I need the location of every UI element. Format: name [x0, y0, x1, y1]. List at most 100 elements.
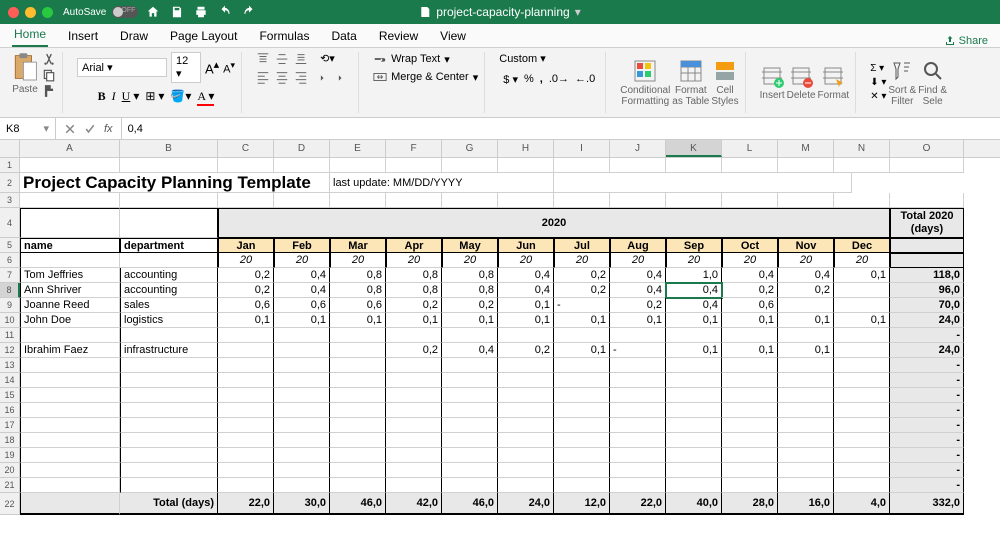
data-cell[interactable] — [218, 343, 274, 358]
tab-draw[interactable]: Draw — [118, 25, 150, 47]
data-cell[interactable]: 0,1 — [218, 313, 274, 328]
autosum-button[interactable]: Σ ▾ — [870, 63, 886, 74]
decrease-decimal-button[interactable]: ←.0 — [575, 73, 595, 86]
col-total-cell[interactable]: 46,0 — [330, 493, 386, 515]
col-header-B[interactable]: B — [120, 140, 218, 157]
data-cell[interactable] — [778, 433, 834, 448]
dept-cell[interactable] — [120, 358, 218, 373]
data-cell[interactable]: 0,4 — [666, 283, 722, 298]
data-cell[interactable]: 0,1 — [722, 313, 778, 328]
month-header[interactable]: May — [442, 238, 498, 253]
cell[interactable] — [218, 193, 274, 208]
data-cell[interactable] — [386, 463, 442, 478]
row-header-6[interactable]: 6 — [0, 253, 20, 268]
cell[interactable] — [20, 208, 120, 238]
row-total-cell[interactable]: - — [890, 463, 964, 478]
col-total-cell[interactable]: 30,0 — [274, 493, 330, 515]
month-header[interactable]: Apr — [386, 238, 442, 253]
data-cell[interactable] — [218, 403, 274, 418]
italic-button[interactable]: I — [112, 89, 116, 106]
cell[interactable] — [442, 193, 498, 208]
row-header-1[interactable]: 1 — [0, 158, 20, 173]
cell[interactable] — [330, 158, 386, 173]
cancel-formula-icon[interactable] — [64, 123, 76, 135]
data-cell[interactable] — [330, 478, 386, 493]
data-cell[interactable] — [274, 418, 330, 433]
cut-icon[interactable] — [42, 52, 56, 66]
decrease-indent-icon[interactable] — [320, 71, 334, 85]
data-cell[interactable] — [274, 403, 330, 418]
data-cell[interactable] — [610, 418, 666, 433]
row-header-21[interactable]: 21 — [0, 478, 20, 493]
data-cell[interactable]: 0,2 — [386, 343, 442, 358]
data-cell[interactable]: 0,2 — [218, 268, 274, 283]
row-header-9[interactable]: 9 — [0, 298, 20, 313]
row-total-cell[interactable]: - — [890, 403, 964, 418]
format-cells-button[interactable]: Format — [818, 64, 850, 101]
merge-center-button[interactable]: Merge & Center ▾ — [373, 70, 478, 84]
data-cell[interactable] — [442, 463, 498, 478]
data-cell[interactable] — [666, 433, 722, 448]
row-header-8[interactable]: 8 — [0, 283, 20, 298]
data-cell[interactable]: 0,1 — [498, 313, 554, 328]
data-cell[interactable] — [442, 478, 498, 493]
data-cell[interactable] — [666, 328, 722, 343]
data-cell[interactable] — [554, 328, 610, 343]
name-cell[interactable] — [20, 403, 120, 418]
cell[interactable] — [386, 193, 442, 208]
col-total-cell[interactable]: 22,0 — [218, 493, 274, 515]
data-cell[interactable] — [442, 448, 498, 463]
month-header[interactable]: Jan — [218, 238, 274, 253]
month-header[interactable]: Aug — [610, 238, 666, 253]
data-cell[interactable] — [610, 358, 666, 373]
formula-input[interactable]: 0,4 — [122, 123, 149, 135]
dept-cell[interactable] — [120, 433, 218, 448]
data-cell[interactable] — [834, 358, 890, 373]
data-cell[interactable] — [218, 433, 274, 448]
data-cell[interactable]: 0,2 — [722, 283, 778, 298]
cell[interactable] — [498, 193, 554, 208]
month-header[interactable]: Oct — [722, 238, 778, 253]
data-cell[interactable] — [498, 358, 554, 373]
data-cell[interactable] — [722, 463, 778, 478]
data-cell[interactable]: 0,6 — [274, 298, 330, 313]
row-total-cell[interactable]: - — [890, 433, 964, 448]
minimize-window-button[interactable] — [25, 7, 36, 18]
sort-filter-button[interactable]: Sort & Filter — [888, 59, 916, 107]
month-header[interactable]: Sep — [666, 238, 722, 253]
col-total-cell[interactable]: 24,0 — [498, 493, 554, 515]
row-header-13[interactable]: 13 — [0, 358, 20, 373]
title-cell[interactable]: Project Capacity Planning Template — [20, 173, 330, 193]
wrap-text-button[interactable]: Wrap Text ▾ — [373, 52, 478, 66]
data-cell[interactable] — [330, 448, 386, 463]
col-header-O[interactable]: O — [890, 140, 964, 157]
days-cell[interactable]: 20 — [442, 253, 498, 268]
row-header-2[interactable]: 2 — [0, 173, 20, 193]
cell[interactable] — [666, 158, 722, 173]
row-header-5[interactable]: 5 — [0, 238, 20, 253]
data-cell[interactable] — [834, 343, 890, 358]
select-all-corner[interactable] — [0, 140, 20, 157]
data-cell[interactable] — [778, 403, 834, 418]
data-cell[interactable] — [778, 388, 834, 403]
print-icon[interactable] — [194, 5, 208, 19]
col-header-I[interactable]: I — [554, 140, 610, 157]
data-cell[interactable]: 0,1 — [666, 343, 722, 358]
cell[interactable] — [218, 158, 274, 173]
data-cell[interactable] — [386, 358, 442, 373]
row-total-cell[interactable]: - — [890, 373, 964, 388]
row-total-cell[interactable]: - — [890, 418, 964, 433]
data-cell[interactable] — [330, 463, 386, 478]
data-cell[interactable]: - — [554, 298, 610, 313]
data-cell[interactable] — [330, 373, 386, 388]
cell[interactable] — [498, 158, 554, 173]
name-cell[interactable] — [20, 373, 120, 388]
dept-header[interactable]: department — [120, 238, 218, 253]
data-cell[interactable] — [554, 448, 610, 463]
cell[interactable] — [120, 253, 218, 268]
year-header[interactable]: 2020 — [218, 208, 890, 238]
data-cell[interactable] — [386, 373, 442, 388]
fill-button[interactable]: ⬇ ▾ — [870, 77, 886, 88]
col-total-cell[interactable]: 46,0 — [442, 493, 498, 515]
name-header[interactable]: name — [20, 238, 120, 253]
